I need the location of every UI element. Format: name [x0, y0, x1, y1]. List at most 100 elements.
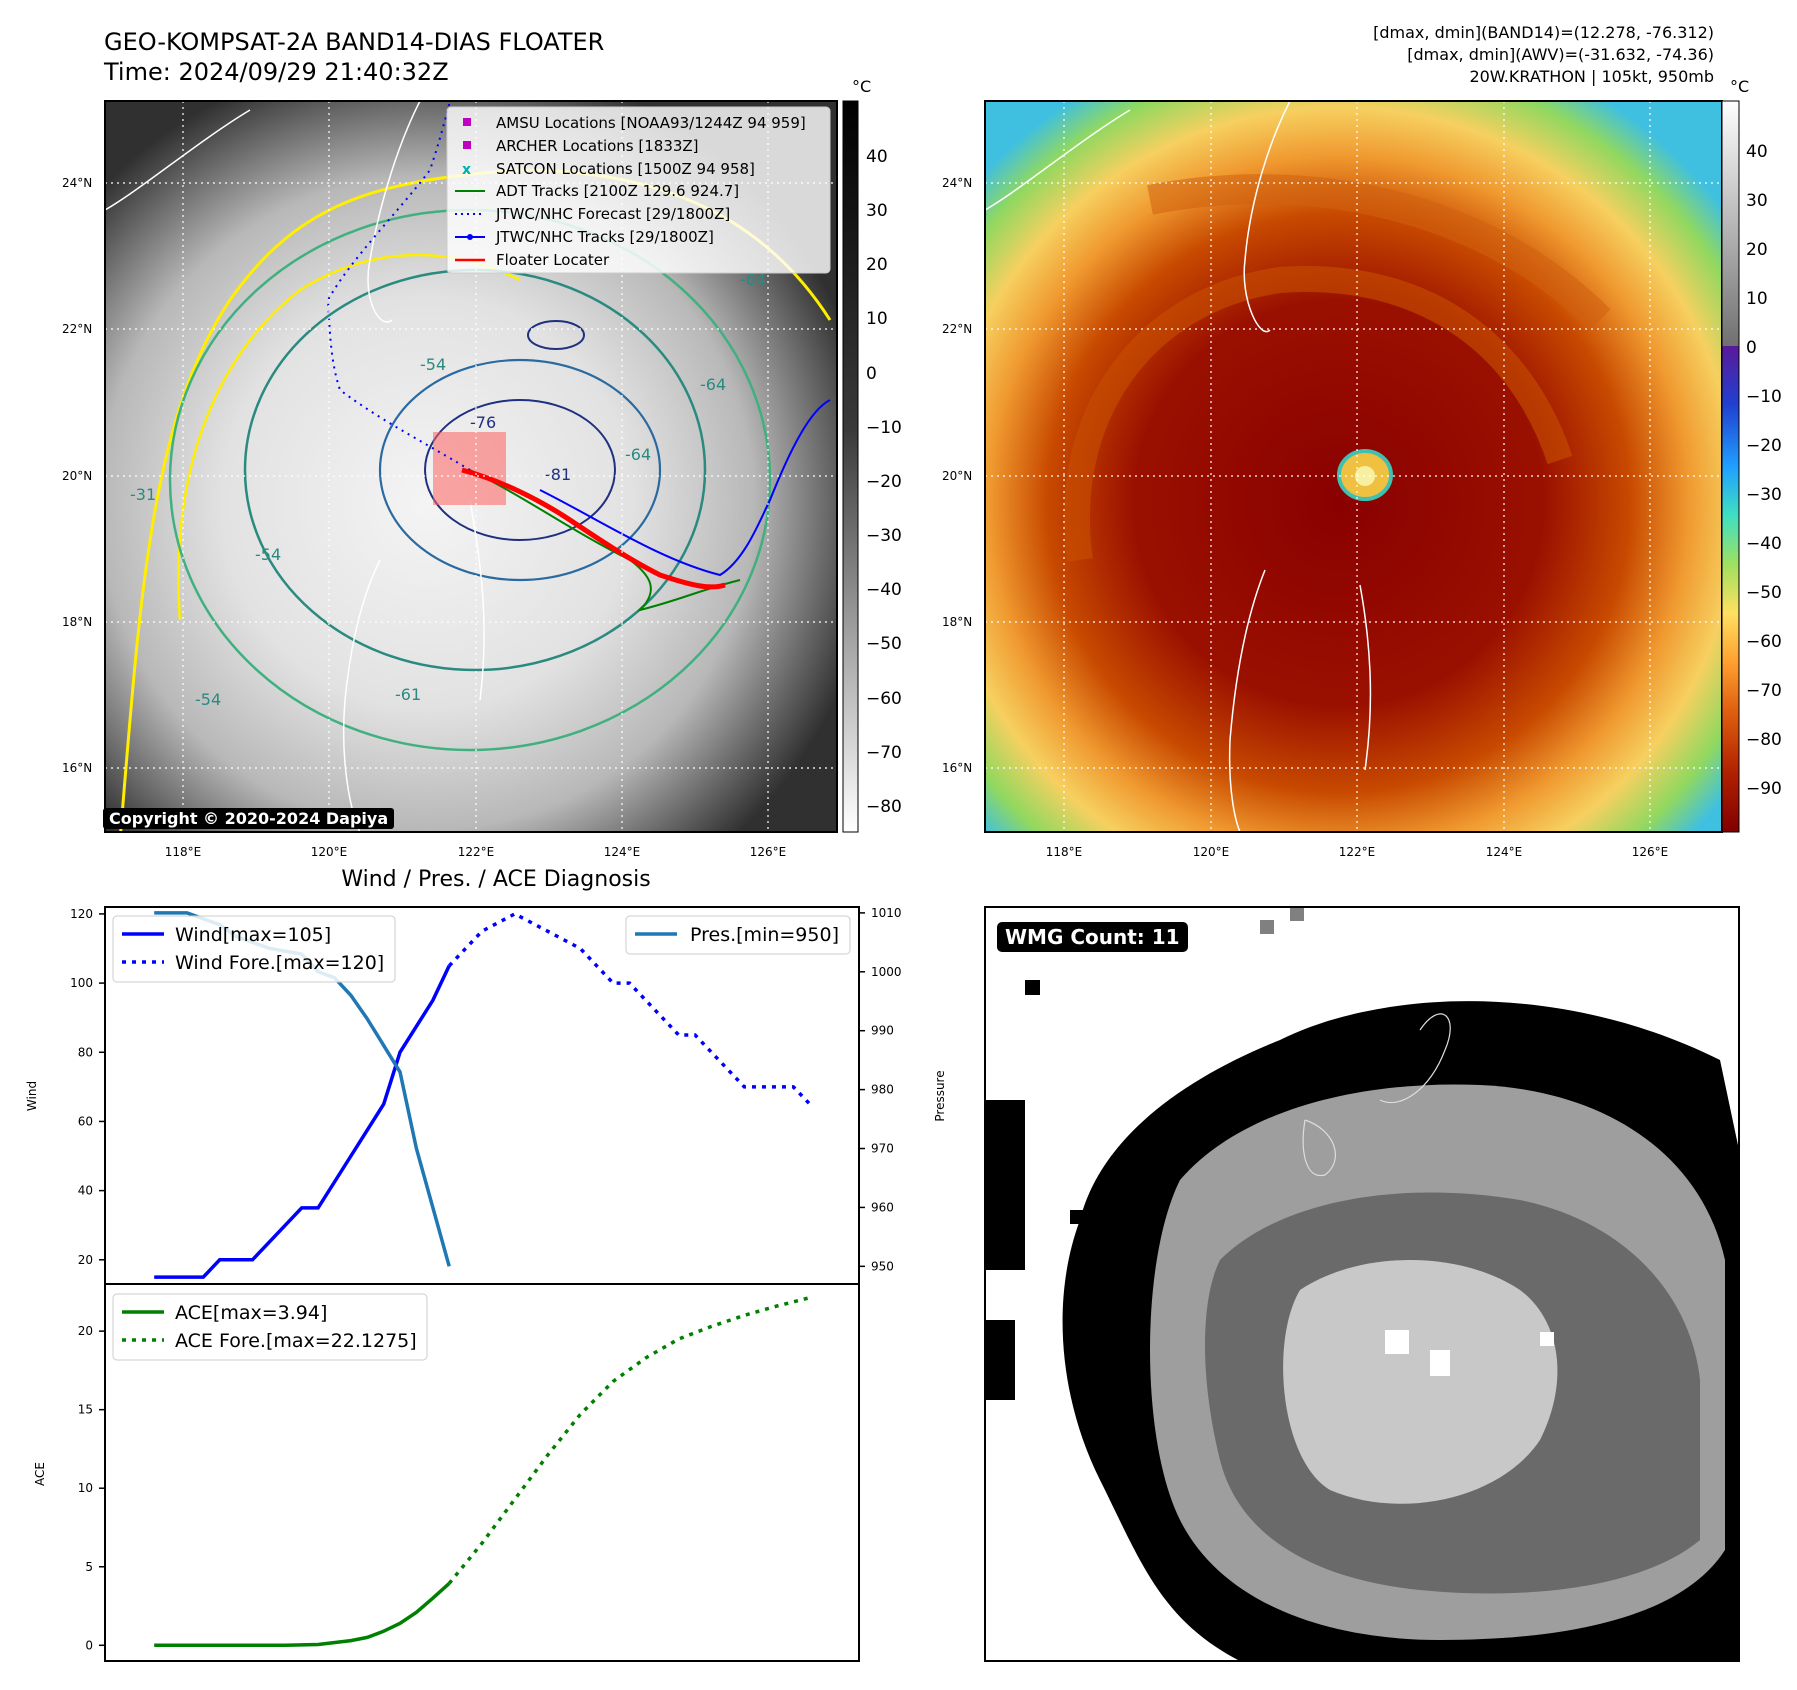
legend-ace: ACE[max=3.94] [175, 1302, 327, 1324]
svg-text:−90: −90 [1746, 779, 1782, 799]
jtwc-forecast-track [326, 101, 471, 471]
wind-tick-label: 80 [78, 1045, 93, 1059]
svg-text:30: 30 [866, 201, 888, 221]
svg-text:40: 40 [1746, 142, 1768, 162]
svg-text:16°N: 16°N [62, 761, 92, 775]
contour-label: -64 [740, 270, 766, 289]
legend-wind: Wind[max=105] [175, 924, 331, 946]
svg-text:122°E: 122°E [458, 845, 495, 859]
ir-colorbar-ticks: 40 30 20 10 0 −10 −20 −30 −40 −50 −60 −7… [866, 147, 902, 817]
svg-text:20°N: 20°N [942, 469, 972, 483]
svg-text:20: 20 [1746, 240, 1768, 260]
ir-lon-labels: 118°E 120°E 122°E 124°E 126°E [165, 845, 787, 859]
svg-text:20: 20 [866, 255, 888, 275]
svg-text:18°N: 18°N [62, 615, 92, 629]
wmg-count-badge: WMG Count: 11 [997, 922, 1188, 952]
wind-tick-label: 20 [78, 1253, 93, 1267]
legend-pressure: Pres.[min=950] [690, 924, 839, 946]
ace-tick-label: 0 [85, 1638, 93, 1652]
svg-text:16°N: 16°N [942, 761, 972, 775]
svg-text:124°E: 124°E [1486, 845, 1523, 859]
svg-text:10: 10 [1746, 289, 1768, 309]
ir-frame [104, 100, 838, 833]
pressure-tick-label: 950 [871, 1259, 894, 1273]
svg-text:Floater Locater: Floater Locater [496, 251, 610, 269]
ace-series [154, 1296, 811, 1648]
svg-text:18°N: 18°N [942, 615, 972, 629]
floater-track [461, 467, 726, 590]
wind-tick-label: 60 [78, 1114, 93, 1128]
svg-text:30: 30 [1746, 191, 1768, 211]
svg-text:24°N: 24°N [62, 176, 92, 190]
color-map-panel: 24°N 22°N 20°N 18°N 16°N 118°E 120°E 122… [942, 77, 1782, 859]
wind-tick-label: 100 [70, 976, 93, 990]
legend-entry: ARCHER Locations [1833Z] [463, 137, 699, 155]
pressure-axis-label: Pressure [933, 1070, 947, 1121]
contour-label: -31 [130, 485, 156, 504]
ace-axis-label: ACE [33, 1462, 47, 1486]
svg-text:ARCHER Locations [1833Z]: ARCHER Locations [1833Z] [496, 137, 699, 155]
ace-y-ticks: 0 5 10 15 20 [78, 1324, 105, 1652]
spiral-band [1063, 266, 1573, 562]
pressure-tick-label: 1010 [871, 906, 902, 920]
ace-line [154, 1582, 451, 1648]
figure-title: GEO-KOMPSAT-2A BAND14-DIAS FLOATER [104, 28, 604, 56]
color-gridlines [985, 101, 1722, 832]
pressure-tick-label: 970 [871, 1142, 894, 1156]
svg-text:0: 0 [1746, 338, 1757, 358]
contour-core-ring [424, 399, 616, 541]
info-band14: [dmax, dmin](BAND14)=(12.278, -76.312) [1373, 23, 1714, 42]
pressure-tick-label: 980 [871, 1083, 894, 1097]
svg-text:120°E: 120°E [1193, 845, 1230, 859]
coastline-china [105, 109, 251, 211]
ir-legend: AMSU Locations [NOAA93/1244Z 94 959] ARC… [446, 106, 831, 274]
wind-tick-label: 120 [70, 907, 93, 921]
contour-label: -61 [395, 685, 421, 704]
coastline-luzon-color [1228, 569, 1372, 832]
color-colorbar: °C 40 30 20 10 0 −10 −20 −30 −40 −50 −60… [1721, 77, 1782, 833]
ace-tick-label: 5 [85, 1560, 93, 1574]
svg-text:−20: −20 [1746, 436, 1782, 456]
wmg-bright-pixel [1385, 1330, 1409, 1354]
wmg-frame [984, 906, 1740, 1662]
contour-label: -64 [625, 445, 651, 464]
contour-small-north [527, 320, 585, 350]
svg-text:−80: −80 [1746, 730, 1782, 750]
contour-label: -54 [420, 355, 446, 374]
svg-text:22°N: 22°N [62, 322, 92, 336]
coastline-luzon [342, 499, 485, 832]
color-colorbar-ticks: 40 30 20 10 0 −10 −20 −30 −40 −50 −60 −7… [1746, 142, 1782, 799]
svg-text:JTWC/NHC Tracks [29/1800Z]: JTWC/NHC Tracks [29/1800Z] [495, 228, 714, 246]
svg-text:−30: −30 [866, 526, 902, 546]
wmg-coastline [1302, 1013, 1451, 1177]
svg-text:−30: −30 [1746, 485, 1782, 505]
contour-label: -54 [255, 545, 281, 564]
svg-text:−20: −20 [866, 472, 902, 492]
wind-line [154, 965, 451, 1279]
svg-text:118°E: 118°E [1046, 845, 1083, 859]
contour-cdo-ring [378, 358, 662, 582]
svg-text:ADT Tracks [2100Z 129.6 924.7]: ADT Tracks [2100Z 129.6 924.7] [496, 182, 739, 200]
legend-entry: JTWC/NHC Tracks [29/1800Z] [455, 228, 714, 246]
contour-label: -81 [545, 465, 571, 484]
spiral-band-2 [1147, 174, 1611, 331]
color-lon-labels: 118°E 120°E 122°E 124°E 126°E [1046, 845, 1669, 859]
ir-colorbar-unit: °C [852, 77, 871, 96]
svg-text:22°N: 22°N [942, 322, 972, 336]
coastline-china-color [985, 109, 1131, 211]
svg-text:10: 10 [866, 309, 888, 329]
svg-text:118°E: 118°E [165, 845, 202, 859]
copyright-badge: Copyright © 2020-2024 Dapiya [103, 808, 395, 829]
pressure-tick-label: 990 [871, 1024, 894, 1038]
legend-entry: JTWC/NHC Forecast [29/1800Z] [455, 205, 730, 223]
wind-legend: Wind[max=105] Wind Fore.[max=120] [112, 915, 396, 983]
ace-forecast-line [447, 1296, 811, 1585]
legend-swatch-satcon: x [462, 162, 471, 178]
svg-text:−10: −10 [1746, 387, 1782, 407]
pressure-tick-label: 1000 [871, 965, 902, 979]
svg-text:−70: −70 [1746, 681, 1782, 701]
svg-text:−10: −10 [866, 418, 902, 438]
svg-text:124°E: 124°E [604, 845, 641, 859]
svg-text:−40: −40 [866, 580, 902, 600]
ace-legend: ACE[max=3.94] ACE Fore.[max=22.1275] [112, 1293, 428, 1361]
